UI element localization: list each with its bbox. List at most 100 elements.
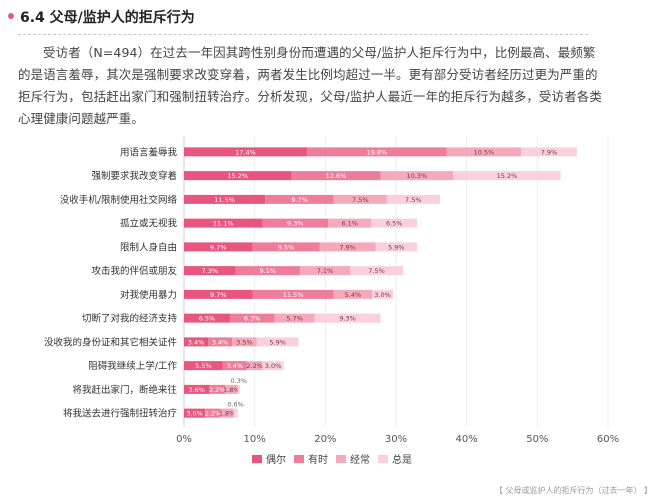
data-label: 3.5% [236, 338, 253, 346]
bar-segment [371, 218, 418, 228]
bar-segment [262, 361, 284, 371]
data-label: 2.2% [246, 362, 263, 370]
bar-segment [184, 289, 253, 299]
legend-label: 总是 [392, 453, 412, 466]
x-tick-label: 0% [176, 434, 192, 445]
bar-segment [252, 242, 320, 252]
data-label: 5.4% [345, 291, 362, 299]
data-label: 2.2% [205, 410, 222, 418]
bar-segment [184, 384, 210, 394]
x-tick-label: 30% [385, 434, 407, 445]
bar-segment [256, 337, 299, 347]
bar-segment [184, 361, 223, 371]
bar-segment [314, 313, 381, 323]
data-label: 7.3% [202, 267, 219, 275]
category-label: 没收我的身份证和其它相关证件 [44, 336, 178, 348]
data-label: 9.7% [210, 291, 227, 299]
figure-caption: 【 父母或监护人的拒斥行为（过去一年） 】 [494, 486, 652, 495]
legend-label: 偶尔 [266, 453, 286, 466]
bar-segment [453, 171, 561, 181]
legend-label: 经常 [350, 453, 370, 466]
intro-paragraph: 受访者（N=494）在过去一年因其跨性别身份而遭遇的父母/监护人拒斥行为中，比例… [18, 45, 602, 126]
data-label: 10.5% [474, 148, 495, 156]
data-label: 11.1% [213, 220, 234, 228]
data-label: 3.4% [188, 338, 205, 346]
legend-swatch [294, 455, 304, 463]
data-label: 3.0% [186, 410, 203, 418]
data-label: 2.2% [209, 386, 226, 394]
bar-segment [333, 194, 387, 204]
bar-segment [184, 194, 266, 204]
category-label: 将我赶出家门，断绝来往 [72, 384, 177, 396]
title-divider [18, 34, 588, 35]
data-label: 9.3% [339, 315, 356, 323]
data-label: 6.3% [244, 315, 261, 323]
data-label: 10.3% [407, 172, 428, 180]
legend-label: 有时 [308, 453, 328, 466]
bar-segment [333, 289, 372, 299]
bar-segment [184, 171, 292, 181]
bar-segment [184, 313, 230, 323]
data-label: 11.5% [283, 291, 304, 299]
bar-segment [222, 361, 247, 371]
data-label: 0.3% [231, 377, 248, 385]
data-label: 3.0% [265, 362, 282, 370]
category-label: 孤立或无视我 [120, 218, 178, 230]
data-label: 7.9% [339, 243, 356, 251]
data-label: 3.4% [227, 362, 244, 370]
bar-segment [386, 194, 440, 204]
data-label: 7.9% [541, 148, 558, 156]
legend-swatch [252, 455, 262, 463]
data-label: 3.6% [188, 386, 205, 394]
category-label: 强制要求我改变穿着 [91, 170, 177, 182]
x-tick-label: 50% [526, 434, 548, 445]
bar-segment [246, 361, 263, 371]
bar-segment [375, 242, 418, 252]
bar-segment [328, 218, 372, 228]
bar-segment [184, 218, 263, 228]
bar-segment [209, 384, 225, 394]
data-label: 15.2% [227, 172, 248, 180]
data-label: 6.5% [199, 315, 216, 323]
data-label: 1.8% [223, 386, 240, 394]
x-tick-label: 60% [597, 434, 619, 445]
bar-segment [274, 313, 315, 323]
category-label: 用语言羞辱我 [120, 146, 178, 158]
bar-segment [380, 171, 454, 181]
bar-segment [184, 408, 206, 418]
bar-segment [306, 147, 447, 157]
legend-swatch [378, 455, 388, 463]
data-label: 19.8% [367, 148, 388, 156]
bar-segment [319, 242, 376, 252]
section-marker [8, 13, 14, 19]
bar-segment [252, 289, 334, 299]
bar-segment [184, 147, 307, 157]
bar-segment [521, 147, 577, 157]
data-label: 3.0% [374, 291, 391, 299]
category-label: 阻碍我继续上学/工作 [88, 360, 177, 372]
data-label: 9.7% [210, 243, 227, 251]
bar-segment [350, 266, 404, 276]
data-label: 1.8% [219, 410, 236, 418]
data-label: 15.2% [497, 172, 518, 180]
data-label: 9.5% [278, 243, 295, 251]
data-label: 6.1% [341, 220, 358, 228]
data-label: 17.4% [235, 148, 256, 156]
category-label: 将我送去进行强制扭转治疗 [63, 408, 178, 420]
data-label: 3.4% [212, 338, 229, 346]
bar-segment [184, 242, 253, 252]
data-label: 5.7% [286, 315, 303, 323]
bar-segment [265, 194, 334, 204]
bar-segment [205, 408, 221, 418]
legend-swatch [336, 455, 346, 463]
bar-segment [446, 147, 522, 157]
bar-segment [235, 266, 300, 276]
data-label: 12.6% [326, 172, 347, 180]
data-label: 9.3% [287, 220, 304, 228]
bar-segment [232, 337, 257, 347]
data-label: 11.5% [214, 196, 235, 204]
bar-segment [184, 266, 236, 276]
x-tick-label: 20% [314, 434, 336, 445]
section-title: 6.4 父母/监护人的拒斥行为 [20, 10, 195, 26]
